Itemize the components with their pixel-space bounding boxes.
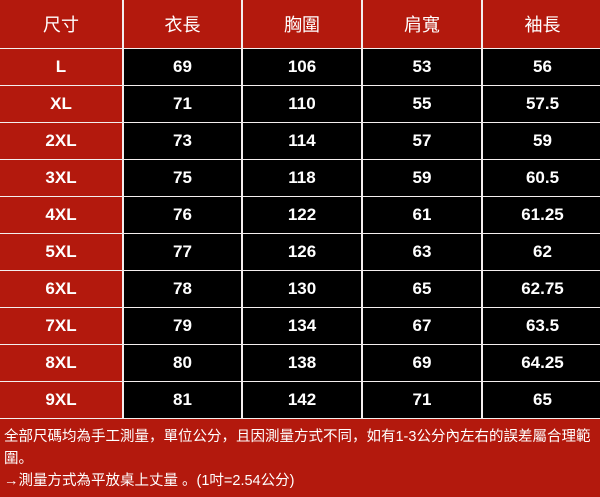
measurement-cell: 61 <box>363 197 481 233</box>
measurement-cell: 53 <box>363 49 481 85</box>
measurement-cell: 130 <box>243 271 361 307</box>
measurement-cell: 126 <box>243 234 361 270</box>
measurement-cell: 71 <box>363 382 481 418</box>
size-label: 2XL <box>0 123 122 159</box>
measurement-cell: 114 <box>243 123 361 159</box>
size-label: L <box>0 49 122 85</box>
measurement-cell: 64.25 <box>483 345 600 381</box>
column-header: 肩寬 <box>363 0 481 48</box>
measurement-cell: 79 <box>124 308 241 344</box>
note-line-1: 全部尺碼均為手工測量，單位公分，且因測量方式不同，如有1-3公分內左右的誤差屬合… <box>4 429 591 467</box>
measurement-cell: 57 <box>363 123 481 159</box>
size-label: 4XL <box>0 197 122 233</box>
column-header: 尺寸 <box>0 0 122 48</box>
size-chart-table: 尺寸 衣長 胸圍 肩寬 袖長 L 69 106 53 56 XL 71 110 55 57.5 2XL 73 11… <box>0 0 600 419</box>
measurement-cell: 63 <box>363 234 481 270</box>
measurement-cell: 62 <box>483 234 600 270</box>
size-label: 7XL <box>0 308 122 344</box>
measurement-cell: 57.5 <box>483 86 600 122</box>
size-label: 3XL <box>0 160 122 196</box>
measurement-cell: 142 <box>243 382 361 418</box>
size-label: XL <box>0 86 122 122</box>
measurement-cell: 81 <box>124 382 241 418</box>
measurement-cell: 118 <box>243 160 361 196</box>
measurement-cell: 76 <box>124 197 241 233</box>
measurement-cell: 63.5 <box>483 308 600 344</box>
measurement-cell: 59 <box>483 123 600 159</box>
measurement-cell: 138 <box>243 345 361 381</box>
measurement-cell: 56 <box>483 49 600 85</box>
measurement-cell: 73 <box>124 123 241 159</box>
measurement-cell: 65 <box>363 271 481 307</box>
measurement-cell: 67 <box>363 308 481 344</box>
measurement-cell: 77 <box>124 234 241 270</box>
measurement-cell: 59 <box>363 160 481 196</box>
measurement-cell: 71 <box>124 86 241 122</box>
size-label: 9XL <box>0 382 122 418</box>
measurement-cell: 110 <box>243 86 361 122</box>
measurement-cell: 106 <box>243 49 361 85</box>
measurement-cell: 78 <box>124 271 241 307</box>
measurement-notes: 全部尺碼均為手工測量，單位公分，且因測量方式不同，如有1-3公分內左右的誤差屬合… <box>4 426 596 492</box>
size-label: 5XL <box>0 234 122 270</box>
size-label: 8XL <box>0 345 122 381</box>
measurement-cell: 55 <box>363 86 481 122</box>
column-header: 袖長 <box>483 0 600 48</box>
column-header: 胸圍 <box>243 0 361 48</box>
measurement-cell: 61.25 <box>483 197 600 233</box>
column-header: 衣長 <box>124 0 241 48</box>
measurement-cell: 65 <box>483 382 600 418</box>
measurement-cell: 122 <box>243 197 361 233</box>
measurement-cell: 69 <box>124 49 241 85</box>
measurement-cell: 134 <box>243 308 361 344</box>
measurement-cell: 80 <box>124 345 241 381</box>
note-line-2: →測量方式為平放桌上丈量 。(1吋=2.54公分) <box>4 473 295 489</box>
size-label: 6XL <box>0 271 122 307</box>
measurement-cell: 60.5 <box>483 160 600 196</box>
measurement-cell: 75 <box>124 160 241 196</box>
measurement-cell: 69 <box>363 345 481 381</box>
measurement-cell: 62.75 <box>483 271 600 307</box>
